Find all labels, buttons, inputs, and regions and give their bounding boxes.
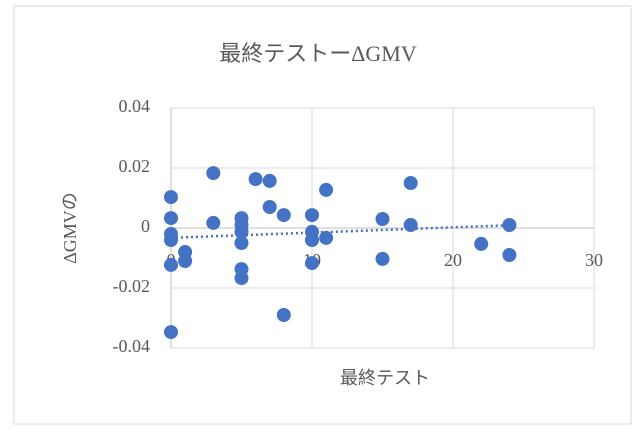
point [319, 230, 334, 245]
point [502, 248, 517, 262]
point [305, 208, 319, 223]
y-axis-label: ΔGMVの [60, 192, 80, 264]
point [403, 176, 418, 190]
point [164, 211, 178, 226]
point [262, 200, 277, 214]
point [164, 325, 178, 340]
point [375, 251, 390, 266]
point [206, 215, 221, 230]
point [305, 233, 319, 247]
point [234, 271, 249, 286]
point [164, 257, 178, 272]
trendline [170, 223, 510, 240]
chart-title: 最終テストーΔGMV [219, 41, 417, 66]
point [164, 233, 178, 247]
point [305, 256, 319, 271]
point [276, 208, 291, 223]
chart-frame [13, 5, 632, 425]
point [403, 218, 418, 232]
point [164, 190, 178, 205]
point [234, 236, 249, 250]
x-tick-label: 20 [444, 250, 462, 270]
y-tick-label: -0.02 [113, 276, 151, 296]
point [276, 308, 291, 322]
point [474, 236, 489, 251]
x-tick-label: 30 [585, 250, 603, 270]
point [262, 173, 277, 188]
point [319, 182, 334, 197]
point [375, 212, 390, 226]
point [248, 172, 263, 187]
point [234, 224, 249, 239]
point [178, 254, 193, 268]
x-axis-label: 最終テスト [340, 368, 430, 388]
y-tick-label: -0.04 [113, 336, 151, 356]
y-tick-label: 0 [141, 216, 150, 236]
point [502, 218, 517, 232]
point [206, 166, 221, 181]
y-tick-label: 0.04 [119, 96, 151, 116]
y-tick-label: 0.02 [119, 156, 151, 176]
